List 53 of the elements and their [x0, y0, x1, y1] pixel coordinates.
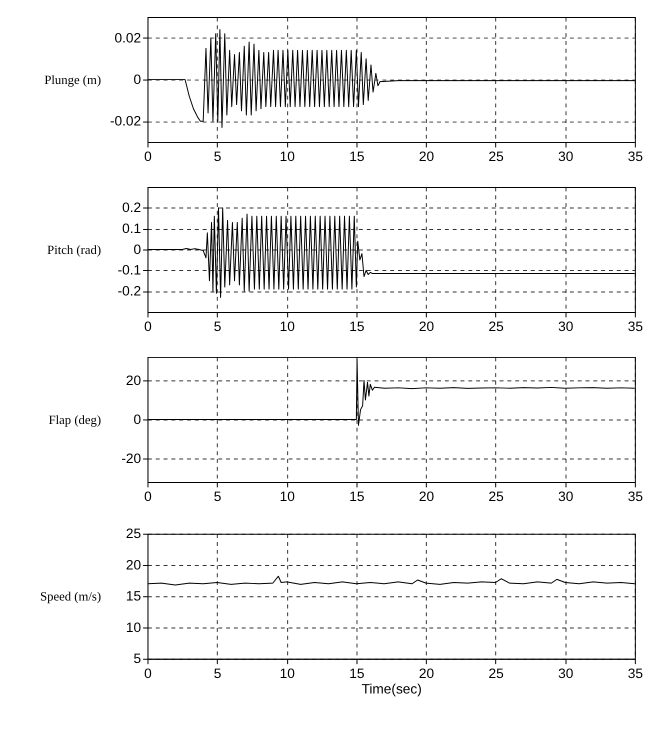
- x-tick-label: 5: [214, 149, 222, 164]
- y-axis-title: Pitch (rad): [47, 242, 102, 257]
- x-tick-label: 10: [280, 319, 296, 334]
- x-tick-label: 30: [558, 666, 574, 681]
- y-tick-label: 0.2: [122, 200, 142, 216]
- x-tick-label: 0: [144, 489, 152, 504]
- y-tick-label: 0: [134, 242, 142, 257]
- x-tick-label: 5: [214, 319, 222, 334]
- y-tick-label: -0.2: [118, 284, 142, 299]
- x-tick-label: 25: [488, 489, 504, 504]
- x-tick-label: 10: [280, 666, 296, 681]
- x-tick-label: 30: [558, 319, 574, 334]
- x-tick-label: 20: [418, 149, 434, 164]
- x-tick-label: 5: [214, 666, 222, 681]
- y-tick-label: -0.1: [118, 262, 142, 278]
- x-tick-label: 35: [628, 489, 644, 504]
- x-tick-label: 35: [628, 319, 644, 334]
- y-tick-label: -20: [121, 450, 142, 466]
- y-tick-label: 15: [126, 588, 142, 604]
- y-tick-label: 20: [126, 372, 142, 388]
- x-tick-label: 20: [418, 319, 434, 334]
- x-tick-label: 30: [558, 149, 574, 164]
- y-tick-label: 5: [134, 651, 142, 666]
- x-tick-label: 15: [349, 666, 365, 681]
- x-tick-label: 35: [628, 149, 644, 164]
- x-tick-label: 0: [144, 666, 152, 681]
- y-tick-label: 0.1: [122, 221, 142, 236]
- y-tick-label: 0.02: [114, 30, 142, 46]
- x-axis-title: Time(sec): [362, 681, 422, 696]
- y-tick-label: 0: [134, 412, 142, 427]
- x-tick-label: 25: [488, 149, 504, 164]
- x-tick-label: 20: [418, 489, 434, 504]
- y-axis-title: Plunge (m): [44, 72, 102, 87]
- x-tick-label: 25: [488, 319, 504, 334]
- y-axis-title: Speed (m/s): [40, 590, 102, 604]
- y-tick-label: 20: [126, 557, 142, 572]
- x-tick-label: 35: [628, 666, 644, 681]
- x-tick-label: 0: [144, 319, 152, 334]
- x-tick-label: 20: [418, 666, 434, 681]
- x-tick-label: 30: [558, 489, 574, 504]
- y-tick-label: 25: [126, 526, 142, 542]
- y-tick-label: 10: [126, 620, 142, 635]
- x-tick-label: 15: [349, 149, 365, 164]
- x-tick-label: 15: [349, 319, 365, 334]
- x-tick-label: 10: [280, 489, 296, 504]
- x-tick-label: 25: [488, 666, 504, 681]
- x-tick-label: 10: [280, 149, 296, 164]
- x-tick-label: 0: [144, 149, 152, 164]
- x-tick-label: 5: [214, 489, 222, 504]
- y-tick-label: -0.02: [110, 114, 142, 129]
- y-tick-label: 0: [134, 72, 142, 87]
- x-tick-label: 15: [349, 489, 365, 504]
- y-axis-title: Flap (deg): [48, 412, 102, 427]
